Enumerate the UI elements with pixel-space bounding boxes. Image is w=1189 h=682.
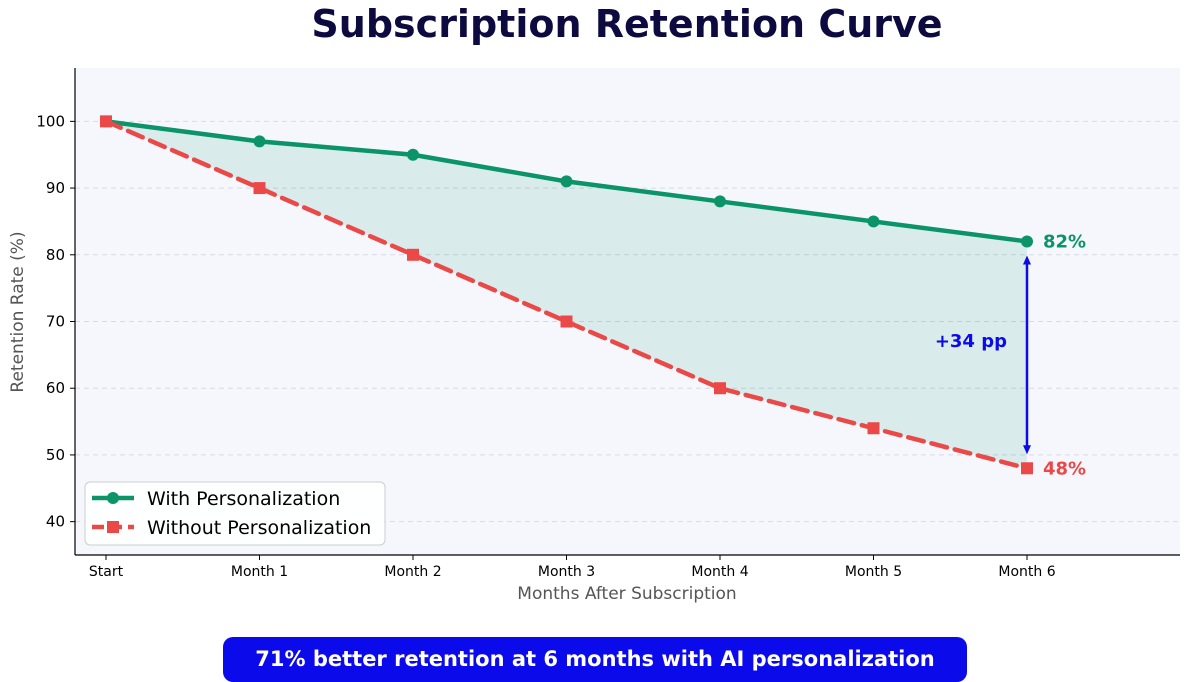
x-axis-ticks: Start Month 1 Month 2 Month 3 Month 4 Month 5…: [89, 555, 1056, 580]
gap-fill-area: [106, 121, 1027, 469]
end-value-label: 48%: [1043, 458, 1086, 479]
gap-arrow-head-up: [1023, 255, 1031, 265]
y-tick-label: 40: [46, 513, 65, 531]
data-point: [867, 215, 880, 228]
y-tick-label: 60: [46, 379, 65, 397]
legend-box: [84, 481, 386, 546]
y-tick-label: 100: [36, 112, 65, 130]
gap-label: +34 pp: [935, 331, 1007, 352]
data-point: [407, 248, 419, 261]
x-tick-label: Month 1: [231, 564, 288, 580]
legend-label: With Personalization: [147, 488, 340, 510]
data-point: [100, 115, 112, 128]
plot-area: [75, 68, 1180, 555]
legend: With Personalization Without Personalizat…: [84, 481, 386, 546]
data-point: [714, 382, 726, 395]
gap-arrow-head-down: [1023, 445, 1031, 455]
chart-title: Subscription Retention Curve: [311, 2, 943, 46]
x-tick-label: Month 4: [691, 564, 748, 580]
legend-label: Without Personalization: [147, 517, 371, 539]
data-point: [1021, 235, 1033, 248]
y-axis-ticks: 40 50 60 70 80 90 100: [36, 112, 75, 531]
data-point: [560, 315, 573, 328]
data-point: [714, 195, 726, 208]
x-tick-label: Month 2: [384, 564, 441, 580]
series-with-personalization: 82%: [100, 115, 1086, 252]
x-axis-title: Months After Subscription: [517, 584, 736, 604]
callout-banner: 71% better retention at 6 months with AI…: [223, 637, 967, 682]
legend-swatch-marker: [107, 492, 119, 504]
data-point: [253, 135, 266, 148]
x-tick-label: Start: [89, 564, 124, 580]
y-axis-title: Retention Rate (%): [8, 231, 28, 392]
series-layer: 82% 48%: [100, 115, 1086, 479]
data-point: [1021, 462, 1033, 475]
y-tick-label: 90: [46, 179, 65, 197]
y-tick-label: 70: [46, 313, 65, 331]
data-point: [253, 182, 266, 195]
data-point: [867, 422, 880, 435]
y-tick-label: 50: [46, 446, 65, 464]
legend-swatch-marker: [107, 521, 119, 533]
x-tick-label: Month 6: [998, 564, 1055, 580]
y-tick-label: 80: [46, 246, 65, 264]
x-tick-label: Month 3: [538, 564, 595, 580]
data-point: [560, 175, 573, 188]
x-tick-label: Month 5: [845, 564, 902, 580]
series-without-personalization: 48%: [100, 115, 1086, 479]
data-point: [407, 148, 419, 161]
gap-annotation: +34 pp: [935, 255, 1031, 455]
end-value-label: 82%: [1043, 231, 1086, 252]
